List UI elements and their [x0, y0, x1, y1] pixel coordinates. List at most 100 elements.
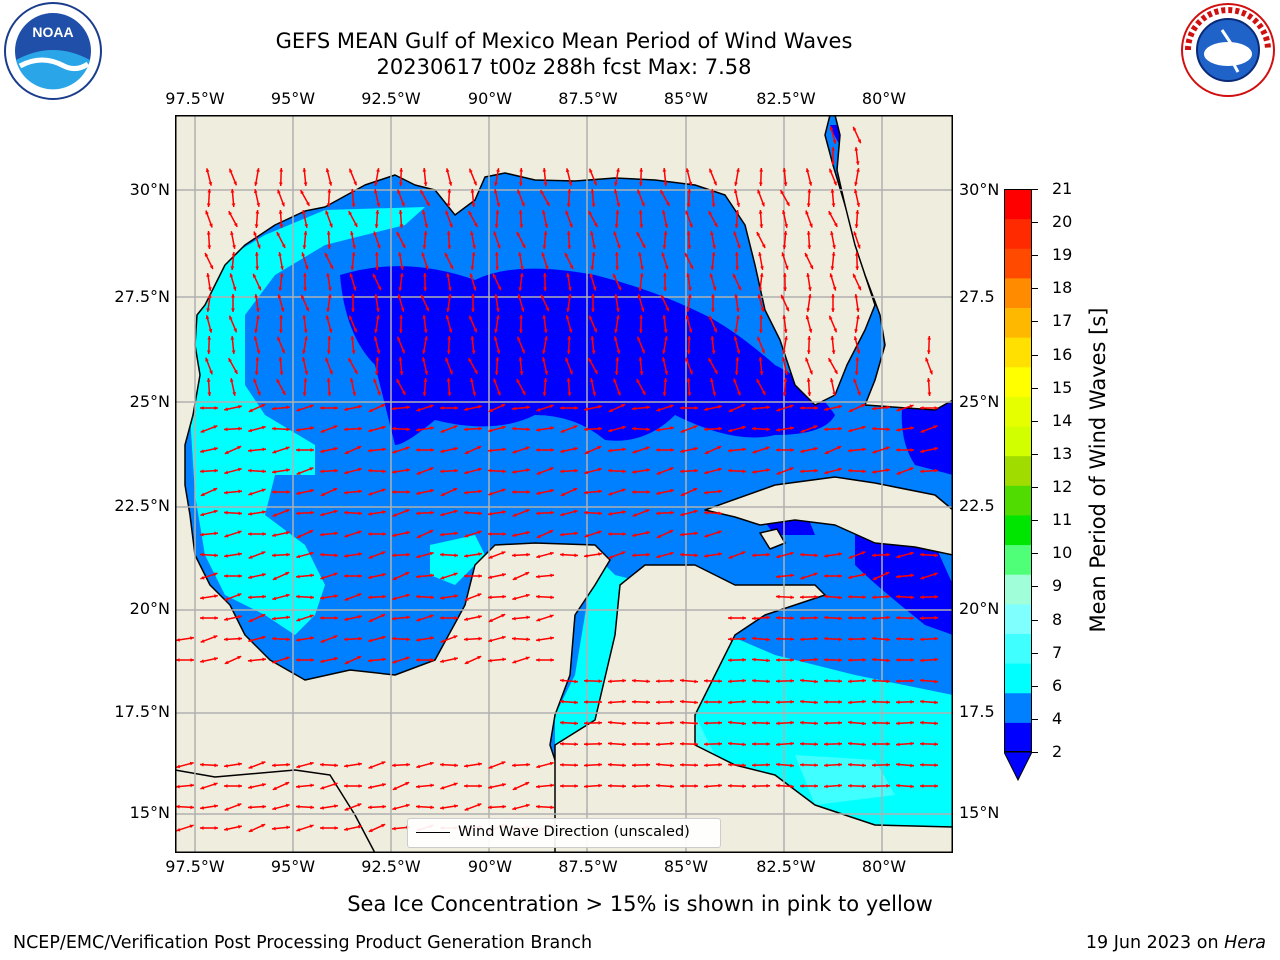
wind-wave-arrowhead: [424, 370, 429, 375]
wind-wave-arrowhead: [279, 273, 284, 277]
wind-wave-arrowhead: [886, 742, 890, 746]
wind-wave-arrowhead: [262, 804, 266, 809]
wind-wave-arrowhead: [536, 491, 540, 495]
wind-wave-arrowhead: [886, 721, 890, 725]
wind-wave-arrowhead: [824, 615, 828, 620]
wind-wave-arrowhead: [224, 637, 228, 642]
wind-wave-arrowhead: [214, 657, 218, 661]
wind-wave-arrowhead: [357, 803, 362, 807]
wind-wave-arrowhead: [206, 203, 211, 207]
wind-wave-arrowhead: [536, 471, 541, 475]
wind-wave-arrowhead: [449, 265, 454, 270]
wind-wave-arrowhead: [488, 491, 493, 496]
wind-wave-arrowhead: [934, 615, 938, 620]
wind-wave-arrowhead: [861, 425, 866, 430]
wind-wave-arrowhead: [680, 678, 684, 683]
wind-wave-arrowhead: [862, 763, 866, 768]
wind-wave-arrowhead: [382, 573, 386, 577]
wind-wave-arrowhead: [454, 594, 458, 598]
wind-wave-arrowhead: [593, 328, 597, 333]
wind-wave-arrowhead: [477, 467, 482, 472]
wind-wave-arrowhead: [814, 763, 818, 767]
wind-wave-arrowhead: [344, 510, 348, 515]
wind-wave-arrowhead: [718, 762, 722, 767]
wind-wave-arrowhead: [303, 287, 307, 291]
wind-wave-arrowhead: [334, 553, 338, 558]
wind-wave-arrowhead: [453, 509, 458, 514]
wind-wave-arrowhead: [238, 511, 242, 516]
wind-wave-arrowhead: [296, 804, 300, 809]
wind-wave-arrowhead: [230, 231, 234, 235]
wind-wave-arrowhead: [320, 762, 324, 767]
wind-wave-arrowhead: [501, 635, 506, 640]
wind-wave-arrowhead: [910, 763, 914, 768]
wind-wave-arrowhead: [632, 784, 636, 789]
wind-wave-arrowhead: [714, 369, 718, 374]
wind-wave-arrowhead: [357, 530, 362, 535]
wind-wave-arrowhead: [497, 244, 501, 249]
wind-wave-arrowhead: [542, 210, 546, 214]
wind-wave-arrowhead: [790, 448, 794, 452]
wind-wave-arrowhead: [838, 658, 842, 663]
wind-wave-arrowhead: [200, 762, 204, 767]
wind-wave-arrowhead: [334, 594, 338, 598]
wind-wave-arrowhead: [824, 742, 828, 747]
wind-wave-arrowhead: [814, 636, 818, 641]
wind-wave-arrowhead: [392, 826, 396, 831]
wind-wave-arrowhead: [334, 804, 338, 808]
wind-wave-arrowhead: [471, 294, 475, 298]
wind-wave-arrowhead: [641, 390, 646, 395]
wind-wave-arrowhead: [680, 449, 684, 453]
wind-wave-arrowhead: [344, 427, 348, 432]
wind-wave-arrowhead: [853, 336, 858, 341]
wind-wave-arrowhead: [306, 201, 310, 206]
wind-wave-arrowhead: [501, 614, 506, 618]
wind-wave-arrowhead: [261, 404, 266, 408]
wind-wave-arrowhead: [519, 371, 524, 375]
wind-wave-arrowhead: [766, 783, 770, 788]
wind-wave-arrowhead: [920, 616, 924, 621]
lon-label-bottom-1: 95°W: [270, 857, 316, 876]
wind-wave-arrowhead: [728, 762, 732, 767]
wind-wave-arrowhead: [440, 512, 445, 517]
wind-wave-arrowhead: [238, 636, 242, 641]
wind-wave-arrowhead: [526, 637, 530, 642]
wind-wave-arrowhead: [310, 783, 314, 788]
wind-wave-arrowhead: [257, 391, 261, 396]
wind-wave-arrowhead: [828, 358, 832, 363]
wind-wave-arrowhead: [646, 742, 650, 746]
wind-wave-arrowhead: [814, 742, 818, 747]
wind-wave-arrowhead: [421, 357, 426, 362]
wind-wave-arrowhead: [832, 245, 836, 249]
wind-wave-arrowhead: [910, 573, 914, 578]
wind-wave-arrowhead: [320, 575, 325, 580]
wind-wave-arrowhead: [358, 784, 362, 788]
wind-wave-arrowhead: [272, 616, 276, 621]
wind-wave-arrowhead: [800, 575, 805, 580]
wind-wave-arrowhead: [621, 488, 626, 493]
wind-wave-arrowhead: [776, 679, 780, 683]
wind-wave-arrowhead: [320, 429, 325, 433]
wind-wave-arrowhead: [190, 783, 194, 788]
wind-wave-arrowhead: [704, 679, 708, 683]
wind-wave-arrowhead: [214, 594, 218, 598]
wind-wave-arrowhead: [392, 533, 396, 537]
wind-wave-arrowhead: [686, 308, 691, 312]
wind-wave-arrowhead: [693, 425, 698, 429]
wind-wave-arrowhead: [396, 232, 401, 236]
wind-wave-arrowhead: [206, 308, 211, 312]
wind-wave-arrowhead: [598, 511, 602, 516]
wind-wave-arrowhead: [278, 287, 283, 291]
wind-wave-arrowhead: [401, 244, 406, 248]
wind-wave-arrowhead: [502, 469, 506, 474]
wind-wave-arrowhead: [800, 763, 804, 767]
wind-wave-arrowhead: [848, 741, 852, 746]
wind-wave-arrowhead: [429, 614, 434, 619]
wind-wave-arrowhead: [790, 595, 794, 600]
wind-wave-arrowhead: [381, 551, 386, 555]
wind-wave-arrowhead: [646, 679, 650, 684]
wind-wave-arrowhead: [325, 315, 330, 320]
wind-wave-arrowhead: [616, 168, 620, 172]
wind-wave-arrowhead: [471, 350, 476, 354]
wind-wave-arrowhead: [286, 468, 290, 472]
